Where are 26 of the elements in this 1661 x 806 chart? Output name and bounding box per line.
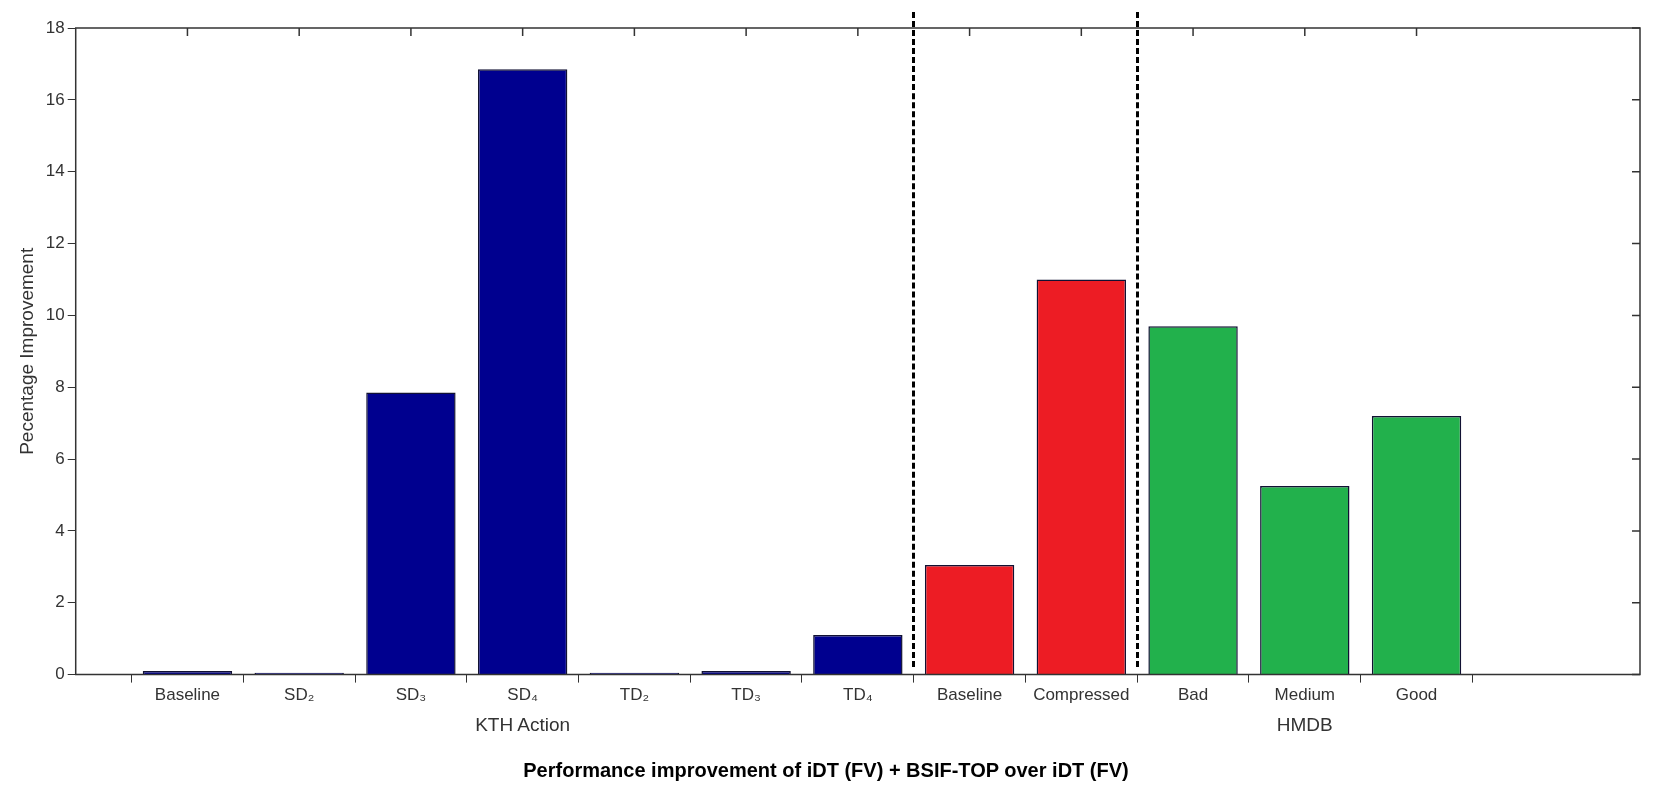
x-tick-label: SD₃ (395, 685, 427, 705)
x-tick-label: SD₄ (507, 685, 538, 705)
y-tick-label: 10 (45, 305, 65, 325)
text: Performance improvement of iDT (FV) + BSIF-TOP over iDT (FV) (523, 758, 1129, 781)
x-tick-label: TD₄ (843, 685, 873, 705)
y-tick-label: 18 (45, 17, 65, 37)
x-tick-label: Baseline (154, 685, 221, 705)
x-tick-label: Good (1395, 685, 1438, 705)
y-tick-label: 16 (45, 89, 65, 109)
y-tick-label: 0 (55, 664, 65, 684)
x-tick-label: Baseline (936, 685, 1003, 705)
y-tick-label: 8 (55, 376, 65, 396)
y-tick-label: 14 (45, 161, 65, 181)
x-tick-label: TD₂ (619, 685, 650, 705)
text: HMDB (1276, 714, 1333, 736)
y-axis-title: Pecentage Improvement (15, 247, 37, 455)
y-tick-label: 2 (55, 592, 65, 612)
x-tick-label: TD₃ (731, 685, 761, 705)
y-tick-label: 4 (55, 520, 65, 540)
text: KTH Action (475, 714, 571, 736)
y-tick-label: 6 (55, 448, 65, 468)
x-tick-label: Compressed (1033, 685, 1130, 705)
x-tick-label: Medium (1274, 685, 1336, 705)
x-tick-label: Bad (1177, 685, 1209, 705)
x-tick-label: SD₂ (284, 685, 315, 705)
y-tick-label: 12 (45, 233, 65, 253)
